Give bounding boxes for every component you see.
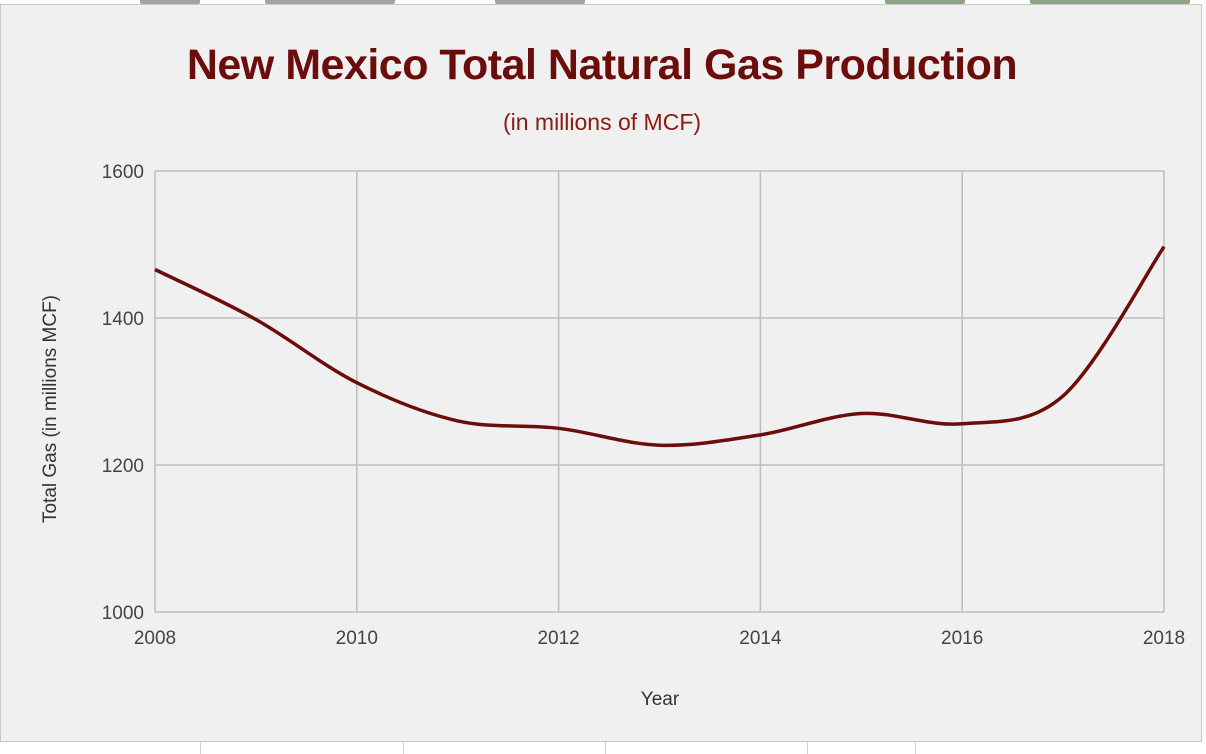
x-tick-label: 2008 bbox=[134, 628, 176, 649]
x-tick-label: 2018 bbox=[1143, 628, 1185, 649]
background-page-bottom bbox=[0, 742, 1206, 754]
background-page-edge bbox=[1202, 0, 1206, 754]
y-tick-label: 1600 bbox=[102, 162, 144, 183]
y-tick-label: 1400 bbox=[102, 309, 144, 330]
x-tick-label: 2010 bbox=[336, 628, 378, 649]
x-tick-label: 2014 bbox=[739, 628, 782, 649]
chart-subtitle: (in millions of MCF) bbox=[502, 109, 702, 135]
y-tick-label: 1200 bbox=[102, 456, 144, 477]
plot-area bbox=[155, 171, 1164, 612]
x-axis-label: Year bbox=[640, 689, 680, 710]
chart-title: New Mexico Total Natural Gas Production bbox=[186, 41, 1018, 89]
series-line bbox=[154, 245, 1166, 448]
x-tick-label: 2016 bbox=[941, 628, 983, 649]
x-tick-label: 2012 bbox=[537, 628, 579, 649]
y-tick-label: 1000 bbox=[102, 603, 144, 624]
